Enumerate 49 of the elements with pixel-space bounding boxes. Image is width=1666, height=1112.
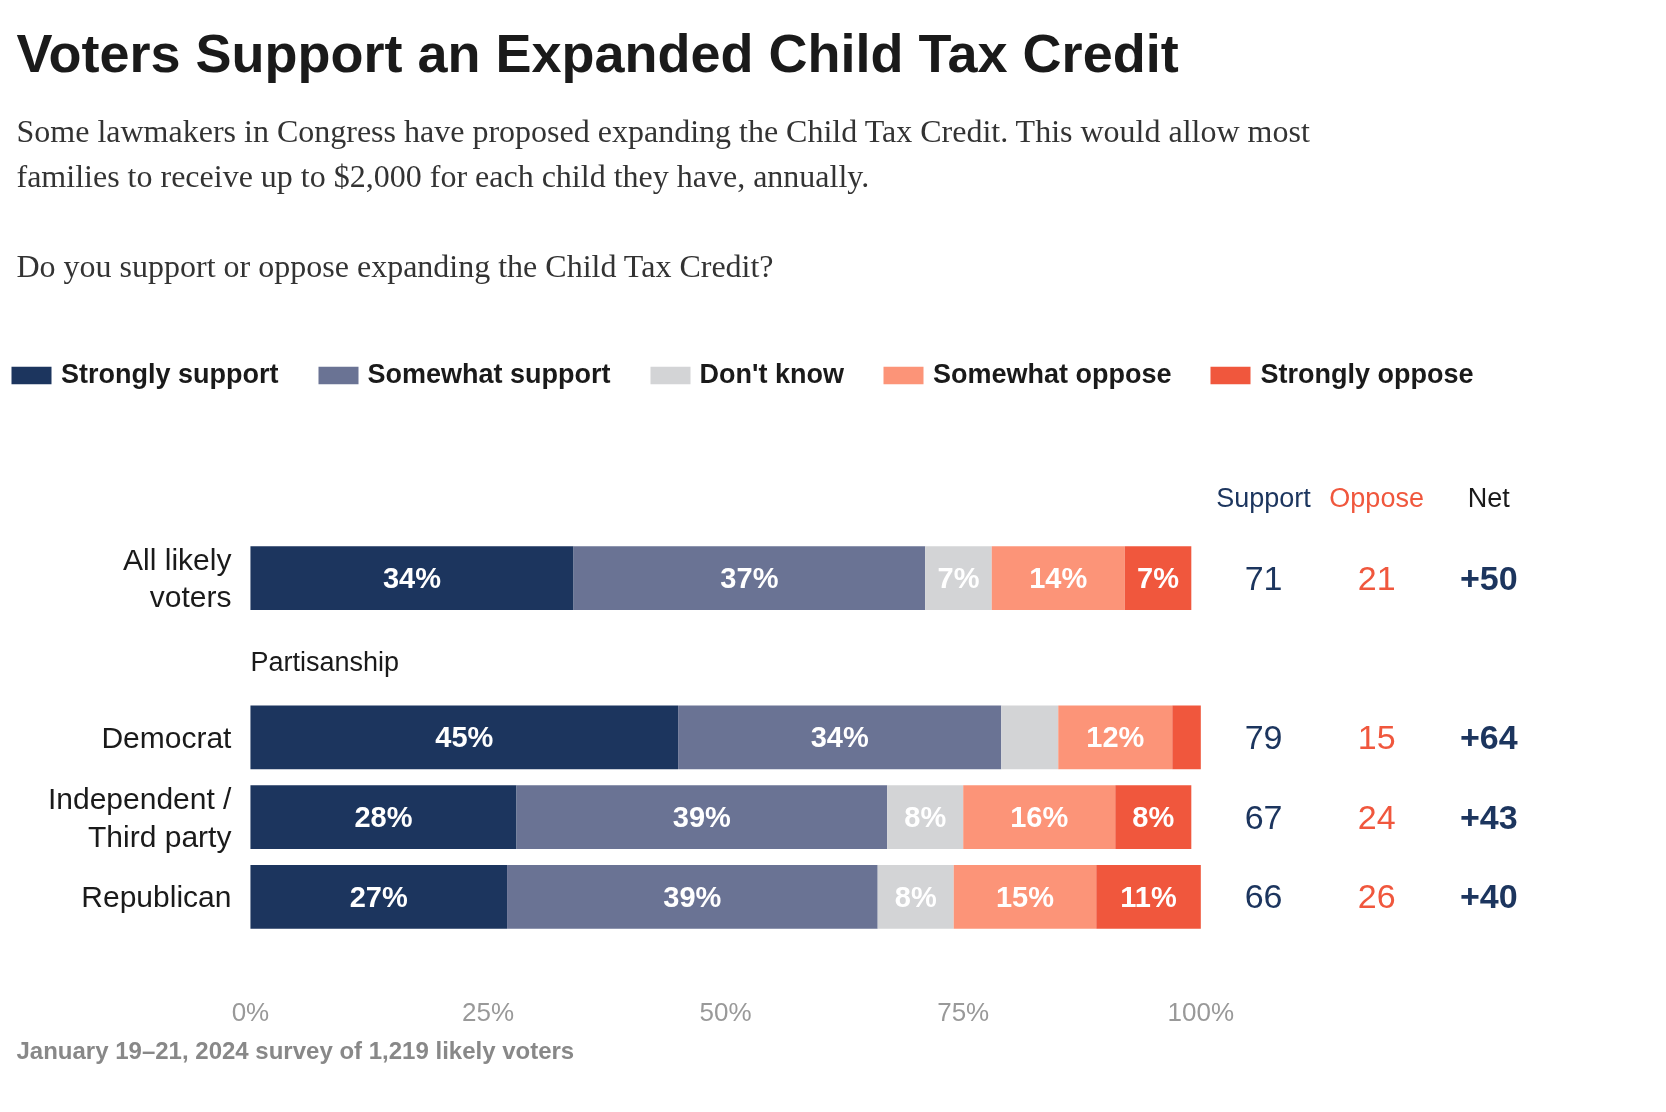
category-label: Net: [1467, 483, 1511, 514]
data-label: 45%: [435, 721, 494, 754]
x-tick-label: 75%: [937, 996, 990, 1027]
legend-label: Somewhat support: [367, 359, 611, 390]
text: 26: [1357, 877, 1396, 916]
legend-label: Don't know: [699, 359, 844, 390]
text: +43: [1459, 797, 1518, 836]
text: +50: [1459, 558, 1518, 597]
data-label: 11%: [1120, 880, 1177, 913]
x-tick-label: 50%: [699, 996, 752, 1027]
data-label: 16%: [1010, 801, 1069, 834]
text: 67: [1244, 797, 1283, 836]
text: +64: [1459, 717, 1518, 756]
data-label: 12%: [1086, 721, 1145, 754]
annotation: Partisanship: [250, 646, 400, 677]
y-tick-label: Republican: [81, 880, 232, 914]
data-label: 37%: [720, 562, 779, 594]
y-tick-label: Democrat: [101, 720, 233, 754]
data-label: 15%: [995, 880, 1055, 913]
x-tick-label: 25%: [462, 996, 515, 1027]
category-label: Oppose: [1329, 483, 1424, 514]
legend-label: Strongly support: [61, 359, 279, 390]
text: 21: [1357, 558, 1396, 597]
data-label: 7%: [1137, 562, 1180, 594]
text: 24: [1357, 797, 1396, 836]
data-label: 28%: [354, 801, 413, 834]
category-label: Support: [1216, 483, 1312, 514]
text: January 19–21, 2024 survey of 1,219 likely voters: [16, 1036, 575, 1064]
text: 79: [1244, 717, 1283, 756]
y-tick-label: All likely voters: [123, 542, 232, 614]
text: 15: [1357, 717, 1396, 756]
chart-title: Voters Support an Expanded Child Tax Credit: [16, 22, 1179, 83]
y-tick-label: Independent / Third party: [47, 781, 233, 853]
text: Do you support or oppose expanding the Child Tax Credit?: [16, 247, 774, 284]
text: 66: [1244, 877, 1283, 916]
data-label: 34%: [382, 562, 442, 594]
data-label: 39%: [663, 880, 722, 913]
x-tick-label: 100%: [1167, 996, 1235, 1027]
data-label: 8%: [1132, 801, 1175, 834]
legend-label: Somewhat oppose: [932, 359, 1172, 390]
data-label: 34%: [810, 721, 869, 754]
data-label: 39%: [672, 801, 732, 834]
text: +40: [1459, 877, 1518, 916]
x-tick-label: 0%: [231, 996, 270, 1027]
data-label: 14%: [1029, 562, 1088, 594]
chart-subtitle: Some lawmakers in Congress have proposed expanding the Child Tax Credit. This would allow most families to receive up to $2,000 for each child they have, annually.: [16, 112, 1310, 194]
text: 71: [1244, 558, 1283, 597]
data-label: 27%: [349, 880, 408, 913]
legend-label: Strongly oppose: [1260, 359, 1474, 390]
